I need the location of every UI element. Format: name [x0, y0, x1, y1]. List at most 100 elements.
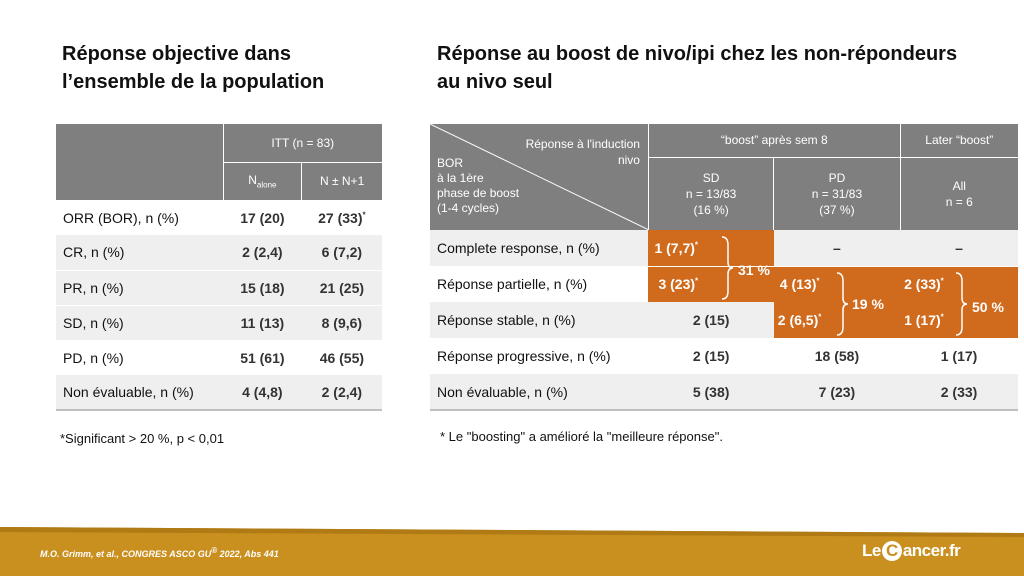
right-boost-table: Réponse à l'induction nivo BOR à la 1ère…: [430, 124, 1018, 411]
row-value: 27 (33)*: [301, 200, 382, 235]
cell-value: 2 (6,5): [777, 311, 819, 328]
row-value: 2 (15): [648, 338, 774, 374]
corner-bottom-line: (1-4 cycles): [437, 201, 500, 215]
table-row: Non évaluable, n (%) 5 (38) 7 (23) 2 (33…: [430, 374, 1018, 410]
pd-header-line: PD: [828, 170, 846, 185]
n-alone-main: N: [248, 173, 257, 188]
table-row: Réponse progressive, n (%) 2 (15) 18 (58…: [430, 338, 1018, 374]
row-value: 17 (20): [223, 200, 302, 235]
sd-group-brace: [721, 236, 734, 300]
row-value: 5 (38): [648, 374, 774, 410]
left-table-corner: [56, 124, 224, 200]
corner-bottom-text: BOR à la 1ère phase de boost (1-4 cycles…: [437, 156, 519, 216]
sd-cell-pr: 3 (23)*: [648, 266, 774, 302]
left-title: Réponse objective dans l’ensemble de la …: [62, 40, 392, 96]
corner-top-line: Réponse à l'induction: [525, 137, 640, 151]
boost-mark: *: [940, 276, 944, 286]
all-cell-pr: 2 (33)*: [900, 266, 1018, 302]
pd-header-line: n = 31/83: [811, 186, 863, 201]
row-value: 46 (55): [301, 340, 382, 375]
row-value: 11 (13): [223, 305, 302, 341]
row-label: Non évaluable, n (%): [56, 375, 223, 410]
all-header-line: n = 6: [945, 194, 973, 209]
row-value: 15 (18): [223, 270, 302, 306]
footer-reference: M.O. Grimm, et al., CONGRES ASCO GU® 202…: [40, 546, 279, 559]
row-value: 8 (9,6): [301, 305, 382, 341]
left-title-line2: l’ensemble de la population: [62, 71, 325, 93]
right-title-line2: au nivo seul: [437, 71, 553, 93]
row-value: 2 (15): [648, 302, 774, 339]
row-value: 21 (25): [301, 270, 382, 306]
all-cell-sd: 1 (17)*: [900, 302, 1018, 339]
row-label: Non évaluable, n (%): [430, 374, 649, 410]
boost-mark: *: [940, 312, 944, 322]
pd-cell-sd: 2 (6,5)*: [773, 302, 901, 339]
row-value: 1 (17): [900, 338, 1018, 374]
sd-header-line: (16 %): [693, 202, 729, 217]
right-table-corner: Réponse à l'induction nivo BOR à la 1ère…: [430, 124, 649, 230]
row-label: PR, n (%): [56, 270, 223, 306]
row-value-text: 27 (33): [318, 209, 363, 226]
row-value: –: [900, 230, 1018, 267]
cell-value: 1 (7,7): [654, 239, 695, 256]
logo-text-right: ancer.fr: [902, 541, 961, 560]
table-row: PD, n (%) 51 (61) 46 (55): [56, 340, 382, 375]
table-row: Non évaluable, n (%) 4 (4,8) 2 (2,4): [56, 375, 382, 410]
sd-header-line: SD: [702, 170, 720, 185]
pd-group-brace: [836, 272, 849, 336]
row-label: Complete response, n (%): [430, 230, 649, 267]
n-alone-sub: alone: [256, 180, 277, 190]
all-header: All n = 6: [900, 157, 1018, 230]
reference-mark: ®: [211, 546, 218, 555]
pd-header: PD n = 31/83 (37 %): [773, 157, 901, 230]
row-value: 7 (23): [773, 374, 901, 410]
all-group-brace: [955, 272, 968, 336]
row-value: 18 (58): [773, 338, 901, 374]
row-label: CR, n (%): [56, 235, 223, 271]
corner-bottom-line: phase de boost: [437, 186, 520, 200]
diagonal-divider: [430, 124, 649, 230]
table-row: SD, n (%) 11 (13) 8 (9,6): [56, 305, 382, 341]
corner-top-line: nivo: [617, 153, 640, 167]
table-row: Complete response, n (%) 1 (7,7)* – –: [430, 230, 1018, 267]
row-value: 2 (2,4): [223, 235, 302, 271]
itt-header: ITT (n = 83): [223, 124, 382, 163]
row-value: 2 (2,4): [301, 375, 382, 410]
cell-value: 1 (17): [904, 311, 941, 328]
row-value: 2 (33): [900, 374, 1018, 410]
all-header-line: All: [952, 178, 966, 193]
all-group-percent: 50 %: [972, 299, 1004, 315]
table-row: CR, n (%) 2 (2,4) 6 (7,2): [56, 235, 382, 271]
row-label: Réponse stable, n (%): [430, 302, 649, 339]
n-n1-header: N ± N+1: [301, 162, 382, 200]
row-label: Réponse progressive, n (%): [430, 338, 649, 374]
row-label: PD, n (%): [56, 340, 223, 375]
table-row: ORR (BOR), n (%) 17 (20) 27 (33)*: [56, 200, 382, 235]
sd-cell-cr: 1 (7,7)*: [648, 230, 774, 267]
sd-header-line: n = 13/83: [685, 186, 737, 201]
sd-header: SD n = 13/83 (16 %): [648, 157, 775, 230]
row-value: –: [773, 230, 901, 267]
right-title: Réponse au boost de nivo/ipi chez les no…: [437, 40, 1017, 96]
row-label: ORR (BOR), n (%): [56, 200, 223, 235]
row-value: 51 (61): [223, 340, 302, 375]
left-results-table: ITT (n = 83) Nalone N ± N+1 ORR (BOR), n…: [56, 124, 382, 411]
table-row: Réponse partielle, n (%) 3 (23)* 4 (13)*…: [430, 266, 1018, 302]
pd-group-percent: 19 %: [852, 296, 884, 312]
n-alone-header: Nalone: [223, 162, 303, 200]
logo-text-left: Le: [862, 541, 881, 560]
row-value: 6 (7,2): [301, 235, 382, 271]
later-boost-header: Later “boost”: [900, 124, 1018, 158]
left-title-line1: Réponse objective dans: [62, 43, 291, 65]
corner-bottom-line: BOR: [437, 156, 464, 170]
row-value: 4 (4,8): [223, 375, 302, 410]
footer-band: [0, 527, 1024, 576]
left-footnote: *Significant > 20 %, p < 0,01: [60, 431, 225, 446]
sd-group-percent: 31 %: [738, 262, 770, 278]
boost-mark: *: [816, 276, 820, 286]
reference-text: M.O. Grimm, et al., CONGRES ASCO GU: [40, 549, 212, 559]
row-label: Réponse partielle, n (%): [430, 266, 649, 302]
boost-mark: *: [694, 240, 699, 250]
logo-c-icon: C: [881, 541, 902, 561]
